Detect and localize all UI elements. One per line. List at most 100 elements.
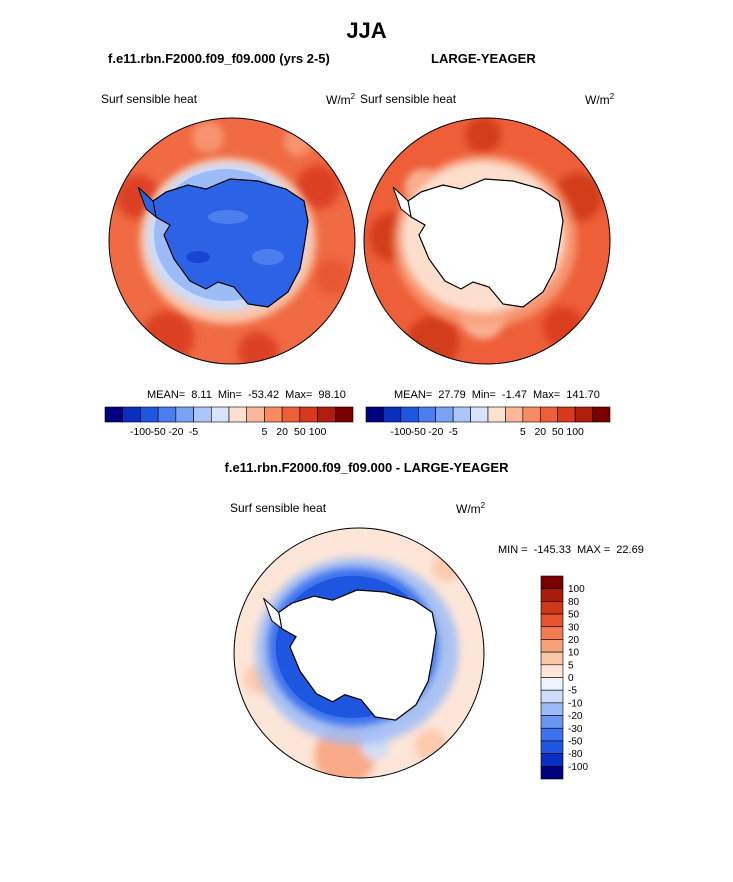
season-title: JJA	[346, 18, 387, 43]
colorbar-tick-label: -50	[411, 426, 426, 438]
colorbar-box	[574, 406, 593, 423]
colorbar-tick-label: 30	[568, 622, 580, 633]
colorbar-box	[505, 406, 524, 423]
colorbar-tick-label: -20	[568, 711, 583, 722]
weddell-sea-notch	[392, 186, 412, 219]
colorbar-box	[417, 406, 437, 423]
panel2-stats: MEAN= 27.79 Min= -1.47 Max= 141.70	[394, 389, 600, 401]
control-title: LARGE-YEAGER	[431, 51, 536, 66]
colorbar-tick-label: -30	[568, 724, 583, 735]
colorbar-tick-label: -80	[568, 749, 583, 760]
colorbar-box	[122, 406, 141, 423]
colorbar-box	[540, 639, 564, 653]
colorbar-box	[592, 406, 611, 423]
colorbar-tick-label: 10	[568, 648, 580, 659]
panel2-units: W/m2	[585, 92, 615, 107]
colorbar-box	[435, 406, 454, 423]
map-case	[108, 117, 356, 365]
colorbar-tick-label: 50	[568, 610, 580, 621]
colorbar-box	[540, 626, 564, 640]
colorbar-tick-label: 50	[294, 426, 306, 438]
colorbar-tick-label: -5	[568, 686, 577, 697]
colorbar-box	[470, 406, 489, 423]
map-control	[363, 117, 611, 365]
map-border	[233, 527, 485, 779]
colorbar-box	[264, 406, 283, 423]
ice-feature	[252, 249, 284, 265]
colorbar-box	[540, 715, 564, 729]
colorbar-box	[193, 406, 212, 423]
colorbar-case: -100 -50 -20 -5 5 20 50 100	[104, 406, 354, 438]
colorbar-tick-label: -20	[168, 426, 183, 438]
colorbar-tick-label: 100	[568, 584, 585, 595]
map-border	[363, 117, 611, 365]
colorbar-box	[383, 406, 402, 423]
colorbar-tick-label: 100	[309, 426, 327, 438]
colorbar-tick-label: -10	[568, 698, 583, 709]
colorbar-tick-label: -50	[568, 736, 583, 747]
warm-patch	[543, 307, 583, 347]
warm-patch	[465, 118, 501, 153]
colorbar-box	[540, 588, 564, 602]
ice-feature	[186, 251, 210, 263]
colorbar-tick-label: -20	[428, 426, 443, 438]
colorbar-box	[539, 406, 559, 423]
colorbar-box	[540, 613, 564, 628]
colorbar-tick-label: 20	[568, 635, 580, 646]
colorbar-tick-label: -100	[568, 762, 588, 773]
colorbar-box	[540, 727, 564, 742]
antarctica-land	[278, 589, 437, 721]
colorbar-tick-label: -5	[448, 426, 457, 438]
colorbar-box	[540, 766, 564, 780]
mild-patch	[192, 121, 224, 153]
colorbar-box	[317, 406, 336, 423]
ice-feature	[208, 210, 248, 224]
colorbar-box	[210, 406, 230, 423]
colorbar-box	[540, 651, 564, 666]
colorbar-box	[157, 406, 177, 423]
colorbar-box	[246, 406, 265, 423]
diff-title: f.e11.rbn.F2000.f09_f09.000 - LARGE-YEAG…	[224, 460, 509, 475]
colorbar-tick-label: 0	[568, 673, 574, 684]
colorbar-tick-label: -50	[151, 426, 166, 438]
antarctica-land	[152, 178, 309, 308]
colorbar-box	[140, 406, 159, 423]
weddell-sea-notch	[137, 186, 157, 219]
colorbar-control: -100 -50 -20 -5 5 20 50 100	[365, 406, 611, 438]
panel1-stats: MEAN= 8.11 Min= -53.42 Max= 98.10	[147, 389, 346, 401]
colorbar-tick-label: 5	[568, 660, 574, 671]
colorbar-box	[540, 575, 564, 589]
colorbar-tick-label: 50	[552, 426, 564, 438]
map-difference	[233, 527, 485, 779]
colorbar-box	[540, 753, 564, 767]
colorbar-box	[334, 406, 354, 423]
colorbar-tick-label: 5	[262, 426, 268, 438]
colorbar-box	[540, 702, 564, 716]
colorbar-box	[400, 406, 419, 423]
colorbar-box	[281, 406, 301, 423]
colorbar-box	[540, 689, 564, 704]
colorbar-box	[557, 406, 576, 423]
mild-patch	[284, 128, 312, 156]
colorbar-tick-label: 20	[534, 426, 546, 438]
colorbar-tick-label: -100	[390, 426, 411, 438]
warm-patch	[296, 165, 340, 209]
weddell-sea-notch	[263, 597, 283, 630]
colorbar-box	[540, 740, 564, 754]
colorbar-box	[175, 406, 194, 423]
colorbar-tick-label: 80	[568, 597, 580, 608]
colorbar-box	[540, 664, 564, 678]
panel1-units: W/m2	[326, 92, 356, 107]
colorbar-tick-label: 5	[520, 426, 526, 438]
colorbar-tick-label: 20	[276, 426, 288, 438]
colorbar-box	[452, 406, 471, 423]
colorbar-box	[540, 677, 564, 691]
colorbar-box	[228, 406, 248, 423]
colorbar-box	[299, 406, 318, 423]
colorbar-box	[104, 406, 124, 423]
colorbar-box	[487, 406, 506, 423]
map-border	[108, 117, 356, 365]
panel3-variable-label: Surf sensible heat	[230, 501, 327, 515]
warm-patch	[238, 332, 278, 364]
